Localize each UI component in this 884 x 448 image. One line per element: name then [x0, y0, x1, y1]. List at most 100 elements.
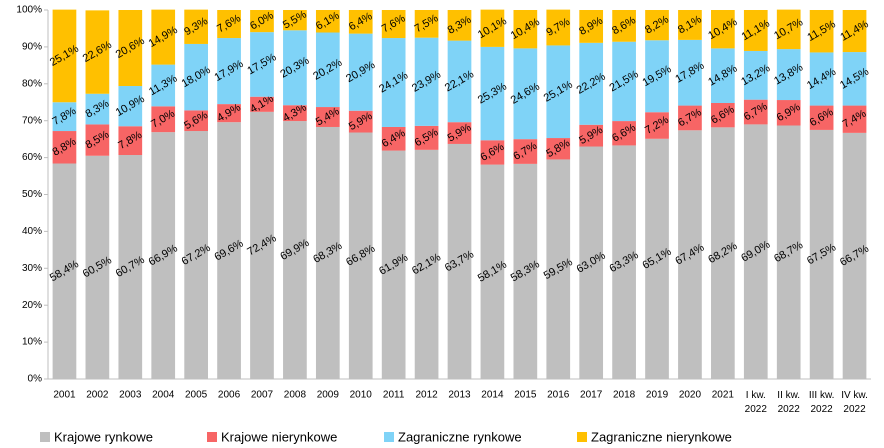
y-tick-label: 40% [22, 226, 42, 237]
bar-segment [480, 46, 505, 141]
bar-segment [118, 155, 143, 379]
bar-segment [546, 138, 571, 160]
bar-segment [118, 10, 143, 87]
y-tick-label: 90% [22, 42, 42, 53]
x-tick-line: 2022 [843, 404, 866, 415]
bar-segment [85, 155, 110, 379]
bar-segment [381, 10, 406, 39]
bar-segment [52, 102, 77, 132]
bar-segment [579, 42, 604, 125]
legend-swatch [207, 432, 217, 442]
bar-segment [85, 10, 110, 94]
x-tick-label: 2015 [514, 390, 537, 401]
bar-segment [776, 9, 801, 50]
bar-segment [678, 10, 702, 40]
bar-segment [184, 9, 208, 44]
bar-segment [743, 10, 768, 51]
x-tick-line: 2022 [778, 404, 801, 415]
x-tick-label: 2008 [284, 390, 307, 401]
x-tick-line: I kw. [746, 390, 766, 401]
bar-segment [283, 105, 307, 122]
bar-segment [315, 10, 340, 33]
legend-label: Zagraniczne rynkowe [398, 429, 522, 444]
bar-segment [151, 132, 176, 379]
x-tick-label: 2006 [218, 390, 241, 401]
x-tick-label: 2009 [317, 390, 340, 401]
x-tick-label: IV kw. 2022 [841, 390, 868, 415]
x-tick-label: 2007 [251, 390, 274, 401]
bar-segment [315, 107, 340, 127]
bar-segment [743, 99, 768, 125]
bar-segment [381, 126, 406, 151]
x-tick-label: 2021 [712, 390, 735, 401]
y-tick-label: 0% [28, 374, 43, 385]
bar-segment [612, 145, 636, 379]
x-tick-line: II kw. [777, 390, 800, 401]
bar-segment [809, 105, 834, 130]
x-tick-label: 2019 [646, 390, 669, 401]
bar-segment [85, 93, 110, 125]
bar-segment [711, 48, 735, 103]
legend-swatch [384, 432, 394, 442]
bar-segment [52, 131, 77, 164]
bar-segment [348, 10, 373, 34]
bar-segment [776, 49, 801, 101]
bar-segment [546, 159, 571, 379]
bar-segment [546, 9, 571, 46]
bar-segment [414, 125, 439, 150]
x-tick-label: III kw. 2022 [809, 390, 835, 415]
bar-segment [151, 9, 176, 65]
bar-segment [414, 37, 439, 126]
y-tick-label: 70% [22, 115, 42, 126]
bar-segment [711, 127, 735, 379]
bar-segment [480, 9, 505, 47]
bar-segment [315, 126, 340, 380]
x-tick-label: 2016 [547, 390, 570, 401]
bar-segment [250, 10, 274, 33]
legend-label: Krajowe rynkowe [54, 429, 153, 444]
bar-segment [612, 10, 636, 42]
x-tick-label: 2014 [481, 390, 504, 401]
y-tick-label: 50% [22, 189, 42, 200]
x-tick-label: 2004 [152, 390, 175, 401]
bar-segment [711, 10, 735, 49]
bar-segment [217, 104, 241, 123]
bar-segment [809, 52, 834, 106]
x-tick-label: I kw. 2022 [745, 390, 768, 415]
bar-segment [283, 121, 307, 379]
bar-segment [283, 30, 307, 106]
bar-segment [250, 111, 274, 380]
bar-segment [217, 122, 241, 380]
x-tick-line: III kw. [809, 390, 835, 401]
legend-swatch [40, 432, 50, 442]
bar-segment [776, 100, 801, 126]
x-tick-line: IV kw. [841, 390, 868, 401]
legend-swatch [577, 432, 587, 442]
bar-segment [184, 131, 208, 379]
bar-segment [513, 163, 538, 379]
bar-segment [217, 10, 241, 39]
bar-segment [414, 149, 439, 379]
bar-segment [546, 45, 571, 139]
bar-segment [776, 125, 801, 379]
bar-segment [52, 9, 77, 103]
bar-segment [118, 126, 143, 156]
bar-segment [85, 124, 110, 156]
bar-segment [513, 10, 538, 49]
y-tick-label: 20% [22, 300, 42, 311]
bar-segment [480, 164, 505, 379]
x-tick-label: 2013 [448, 390, 471, 401]
bar-segment [151, 64, 176, 107]
bar-segment [612, 121, 636, 146]
y-tick-label: 60% [22, 152, 42, 163]
bar-segment [52, 163, 77, 379]
bar-segment [480, 140, 505, 165]
bar-segment [645, 10, 669, 41]
x-tick-line: 2022 [745, 404, 768, 415]
bar-segment [809, 10, 834, 53]
bar-segment [447, 40, 472, 123]
bar-segment [809, 129, 834, 379]
bar-segment [283, 10, 307, 31]
bar-segment [645, 138, 669, 379]
